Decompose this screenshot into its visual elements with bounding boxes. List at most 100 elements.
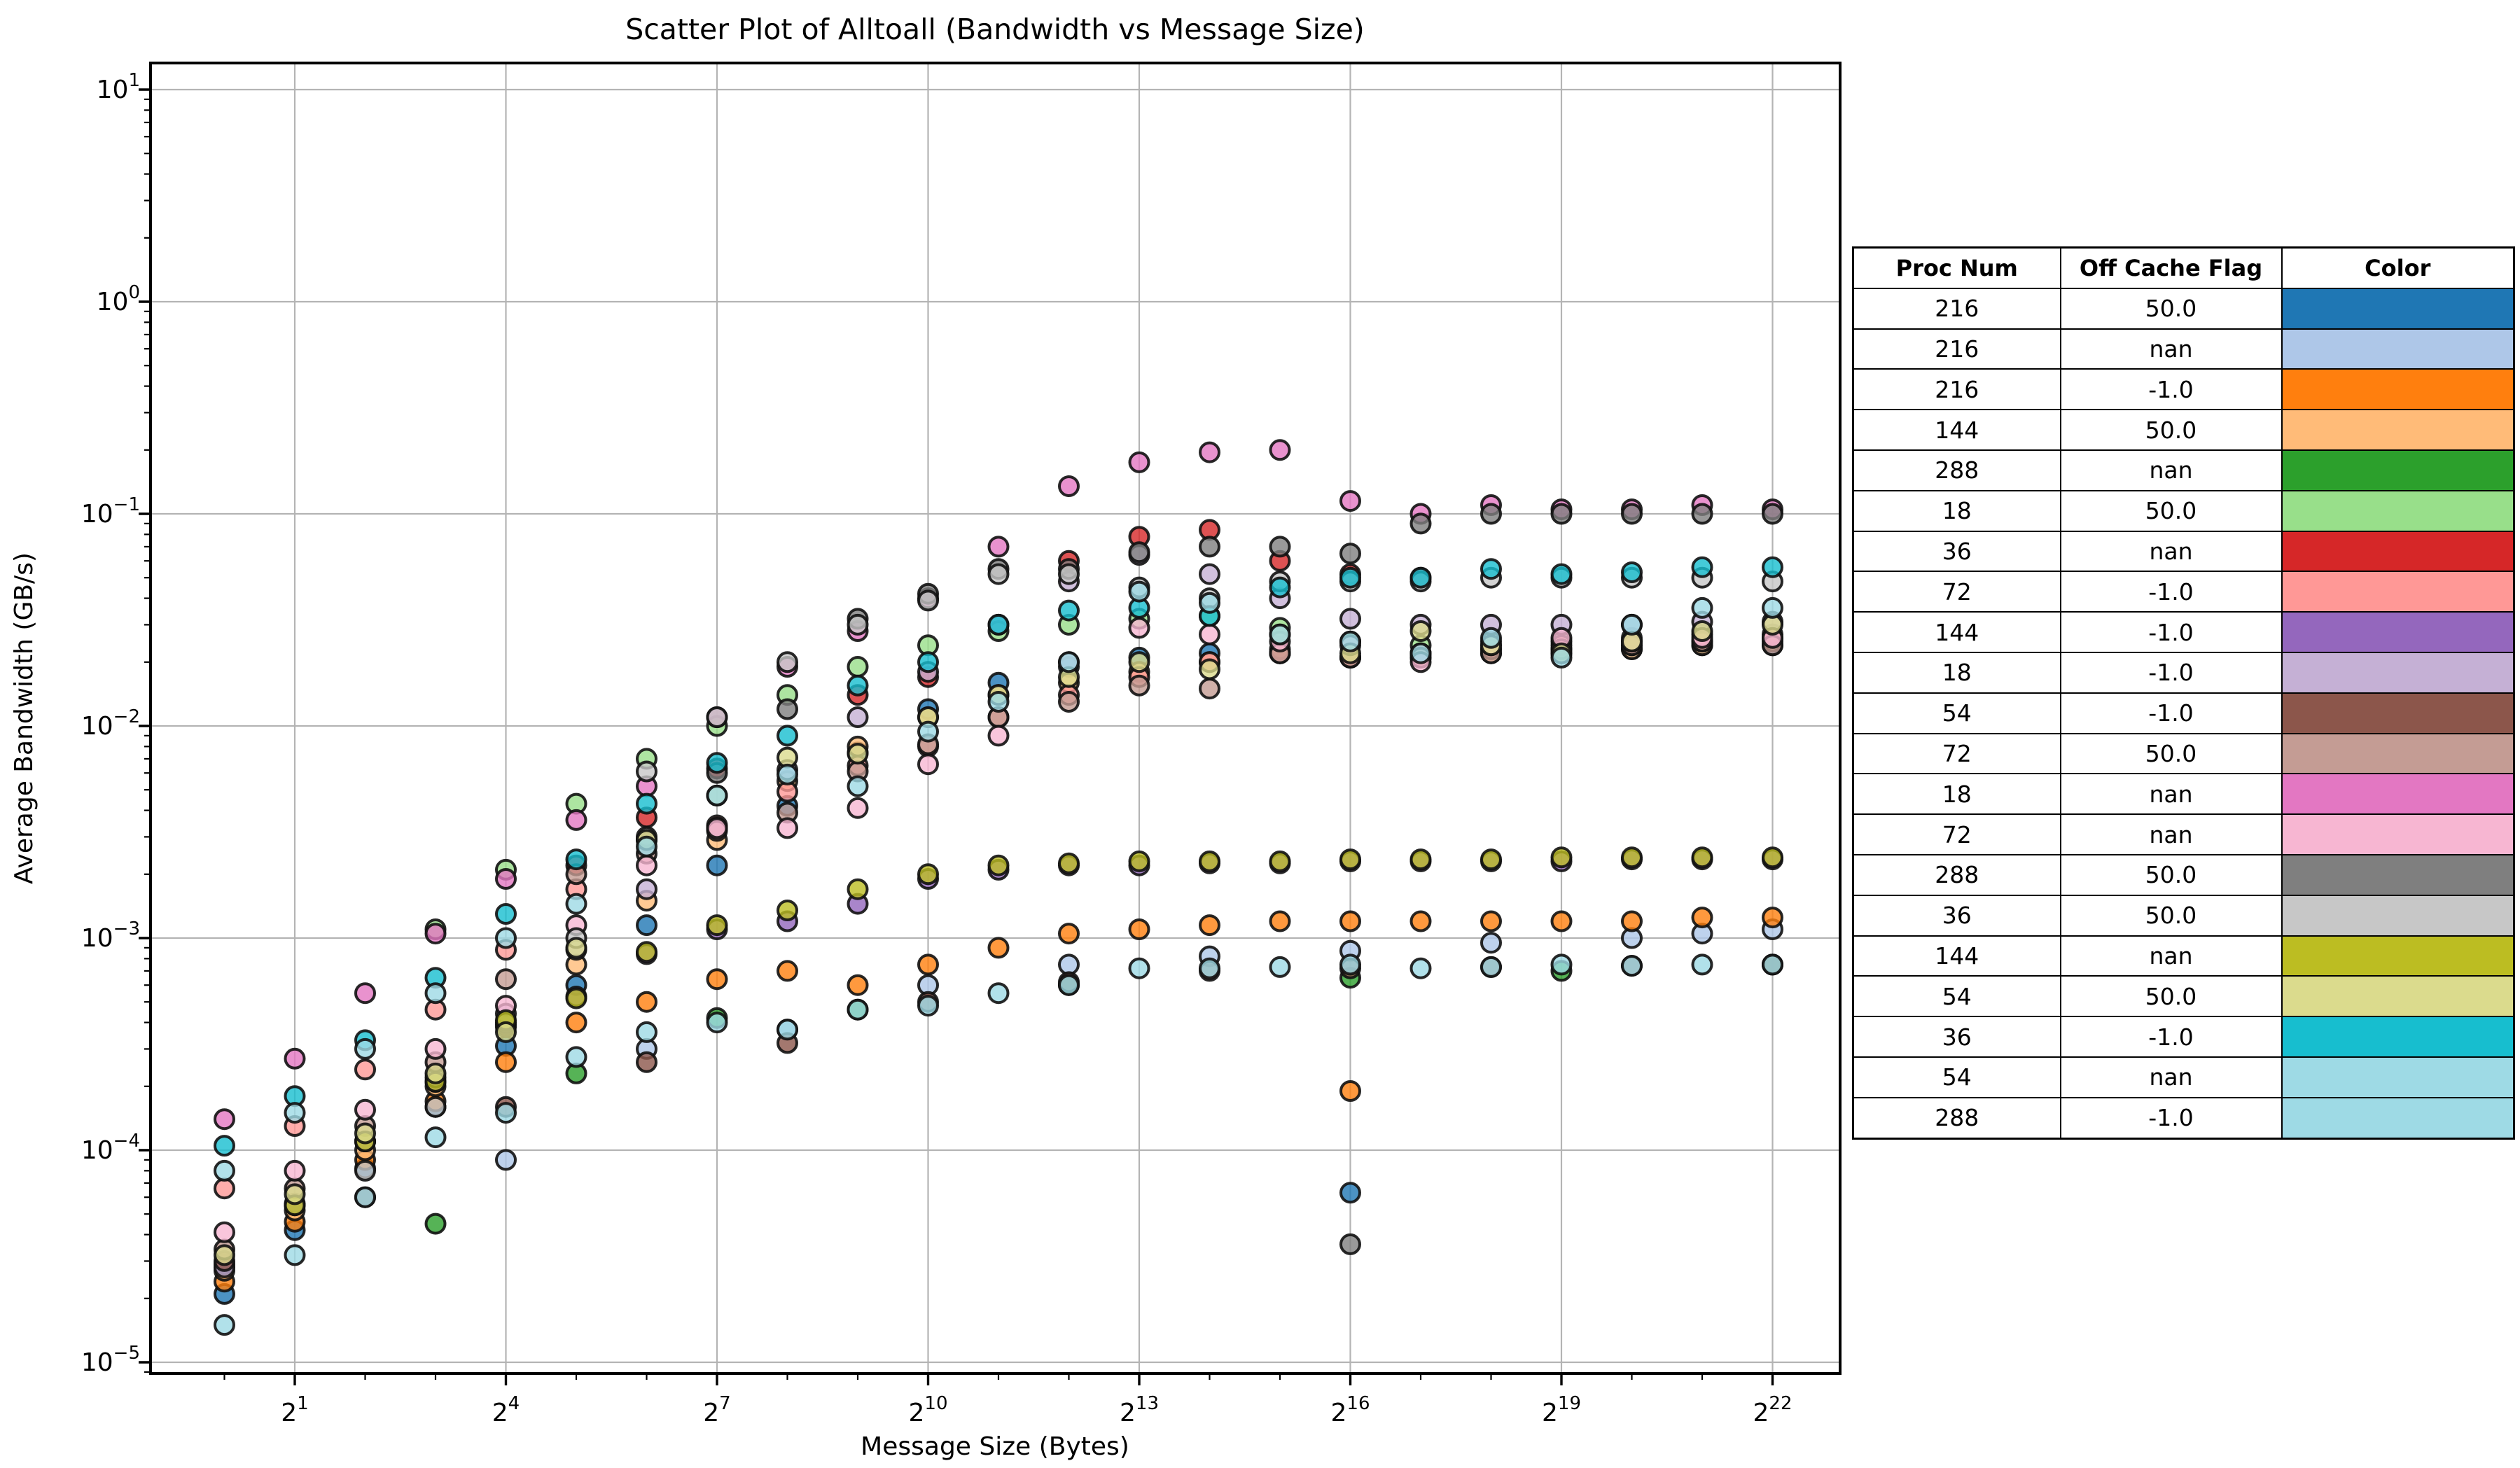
- scatter-point: [1409, 512, 1432, 535]
- scatter-point: [424, 923, 447, 945]
- scatter-point: [917, 953, 939, 976]
- scatter-point: [495, 1149, 517, 1171]
- scatter-point: [1762, 846, 1783, 869]
- scatter-point: [354, 1159, 376, 1182]
- legend-row: 72 nan: [1852, 813, 2515, 855]
- scatter-point: [636, 941, 657, 963]
- legend-proc-num-value: 144: [1852, 611, 2061, 653]
- y-tick-label: 10−3: [81, 918, 140, 953]
- scatter-point: [1621, 503, 1643, 525]
- legend-proc-num-value: 216: [1852, 287, 2061, 330]
- scatter-point: [847, 674, 869, 697]
- legend-off-cache-flag-value: 50.0: [2059, 732, 2283, 775]
- legend-off-cache-flag-value: 50.0: [2059, 409, 2283, 451]
- scatter-point: [354, 1122, 376, 1145]
- legend-header-color: Color: [2281, 246, 2515, 289]
- legend-off-cache-flag-value: nan: [2059, 813, 2283, 855]
- legend-color-swatch: [2281, 530, 2515, 573]
- scatter-point: [565, 1046, 587, 1068]
- legend-row: 18 nan: [1852, 773, 2515, 816]
- legend-color-swatch: [2281, 651, 2515, 694]
- scatter-point: [917, 863, 939, 886]
- legend-proc-num-value: 54: [1852, 1056, 2061, 1098]
- legend-row: 18 -1.0: [1852, 651, 2515, 694]
- scatter-point: [1199, 563, 1220, 585]
- legend-off-cache-flag-value: 50.0: [2059, 489, 2283, 532]
- scatter-point: [987, 854, 1010, 876]
- legend-proc-num-value: 54: [1852, 692, 2061, 734]
- scatter-point: [847, 797, 869, 819]
- legend-row: 36 nan: [1852, 530, 2515, 573]
- legend-row: 54 nan: [1852, 1056, 2515, 1098]
- scatter-point: [636, 1051, 657, 1073]
- scatter-point: [917, 753, 939, 776]
- scatter-point: [565, 809, 587, 831]
- scatter-point: [987, 937, 1010, 959]
- y-tick-label: 10−2: [81, 706, 140, 741]
- legend-header-row: Proc Num Off Cache Flag Color: [1852, 246, 2515, 289]
- scatter-point: [706, 854, 728, 876]
- scatter-point: [777, 1019, 798, 1041]
- legend-off-cache-flag-value: 50.0: [2059, 975, 2283, 1018]
- scatter-point: [1128, 918, 1150, 940]
- legend-off-cache-flag-value: -1.0: [2059, 611, 2283, 653]
- legend-row: 18 50.0: [1852, 489, 2515, 532]
- scatter-point: [847, 775, 869, 797]
- legend-color-swatch: [2281, 935, 2515, 977]
- scatter-point: [1762, 907, 1783, 929]
- scatter-point: [1339, 630, 1361, 652]
- scatter-point: [1128, 541, 1150, 564]
- scatter-point: [1691, 846, 1713, 869]
- scatter-point: [1691, 596, 1713, 619]
- scatter-point: [1199, 536, 1220, 558]
- scatter-point: [1128, 651, 1150, 673]
- plot-border: [149, 62, 1842, 1375]
- scatter-point: [1199, 658, 1220, 680]
- scatter-point: [1128, 674, 1150, 697]
- legend-color-swatch: [2281, 287, 2515, 330]
- scatter-point: [214, 1135, 235, 1157]
- scatter-point: [987, 982, 1010, 1005]
- scatter-point: [1409, 957, 1432, 979]
- scatter-point: [1269, 536, 1291, 558]
- chart-title: Scatter Plot of Alltoall (Bandwidth vs M…: [625, 13, 1365, 46]
- scatter-point: [847, 878, 869, 900]
- legend-off-cache-flag-value: -1.0: [2059, 368, 2283, 411]
- scatter-point: [1621, 613, 1643, 636]
- scatter-point: [1199, 592, 1220, 614]
- scatter-point: [706, 784, 728, 806]
- legend-row: 216 -1.0: [1852, 368, 2515, 411]
- scatter-point: [1550, 503, 1573, 525]
- scatter-point: [495, 968, 517, 991]
- scatter-point: [1480, 956, 1502, 978]
- scatter-point: [214, 1314, 235, 1336]
- legend-off-cache-flag-value: nan: [2059, 773, 2283, 816]
- scatter-point: [1128, 617, 1150, 639]
- scatter-point: [987, 613, 1010, 636]
- scatter-point: [284, 1102, 306, 1124]
- scatter-point: [354, 1186, 376, 1208]
- scatter-point: [917, 589, 939, 612]
- scatter-point: [636, 878, 657, 900]
- legend-row: 288 50.0: [1852, 853, 2515, 896]
- legend-off-cache-flag-value: nan: [2059, 1056, 2283, 1098]
- scatter-point: [636, 792, 657, 815]
- scatter-point: [284, 1047, 306, 1070]
- scatter-point: [1339, 543, 1361, 565]
- scatter-point: [214, 1108, 235, 1131]
- scatter-point: [1339, 848, 1361, 871]
- legend-proc-num-value: 288: [1852, 853, 2061, 896]
- scatter-point: [424, 982, 447, 1005]
- scatter-point: [495, 1021, 517, 1043]
- scatter-point: [1269, 623, 1291, 645]
- scatter-point: [214, 1221, 235, 1243]
- scatter-point: [1199, 678, 1220, 700]
- scatter-point: [1199, 957, 1220, 979]
- scatter-point: [1691, 620, 1713, 642]
- scatter-point: [636, 854, 657, 876]
- scatter-point: [354, 1037, 376, 1060]
- scatter-point: [424, 1062, 447, 1084]
- scatter-point: [1480, 848, 1502, 871]
- x-axis-label: Message Size (Bytes): [861, 1432, 1129, 1461]
